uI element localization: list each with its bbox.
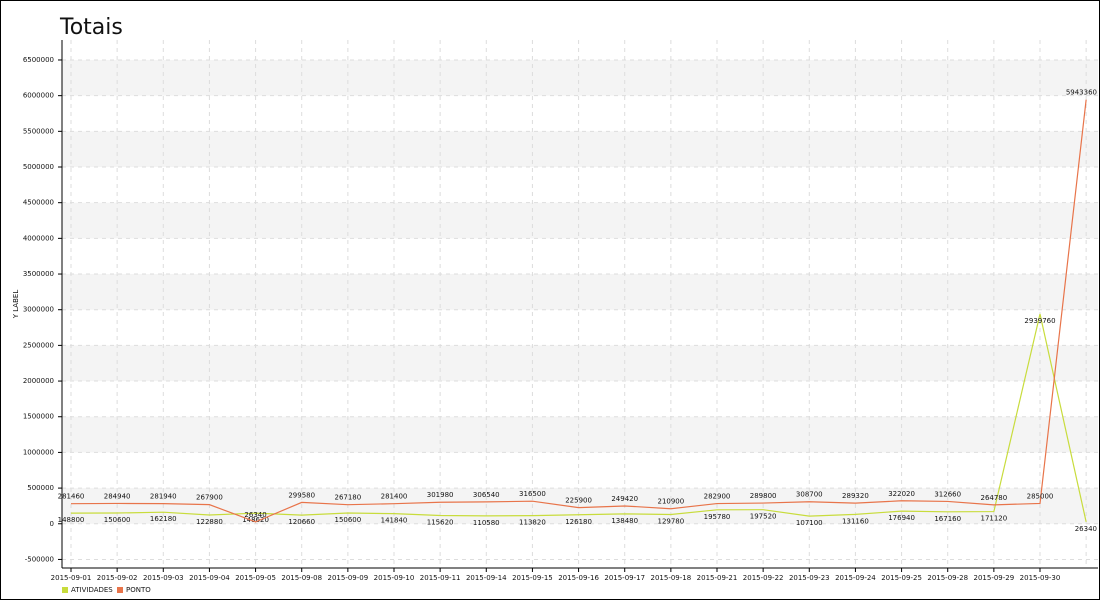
legend-label: PONTO	[126, 586, 151, 594]
y-tick-label: 3500000	[23, 270, 54, 278]
chart-title: Totais	[59, 15, 123, 40]
y-tick-label: 3000000	[23, 306, 54, 314]
data-label: 210900	[657, 498, 684, 506]
x-tick-label: 2015-09-29	[974, 574, 1015, 582]
data-label: 306540	[473, 491, 500, 499]
y-tick-label: 2000000	[23, 377, 54, 385]
legend-label: ATIVIDADES	[71, 586, 113, 594]
data-label: 316500	[519, 490, 546, 498]
x-tick-label: 2015-09-16	[558, 574, 599, 582]
data-label: 308700	[796, 491, 823, 499]
data-label: 162180	[150, 515, 177, 523]
x-tick-label: 2015-09-17	[604, 574, 645, 582]
y-tick-label: 5000000	[23, 163, 54, 171]
data-label: 195780	[704, 513, 731, 521]
data-label: 141840	[381, 517, 408, 525]
data-label: 148800	[58, 516, 85, 524]
data-label: 281460	[58, 493, 85, 501]
data-label: 171120	[980, 515, 1007, 523]
y-tick-label: 1000000	[23, 448, 54, 456]
data-label: 282900	[704, 493, 731, 501]
x-tick-label: 2015-09-03	[143, 574, 184, 582]
x-tick-label: 2015-09-15	[512, 574, 553, 582]
data-label: 322020	[888, 490, 915, 498]
y-axis-label: Y LABEL	[12, 290, 20, 320]
data-label: 150600	[334, 516, 361, 524]
data-label: 107100	[796, 519, 823, 527]
x-tick-label: 2015-09-10	[374, 574, 415, 582]
data-label: 110580	[473, 519, 500, 527]
y-tick-label: 0	[50, 520, 54, 528]
x-tick-label: 2015-09-09	[328, 574, 369, 582]
data-label: 113820	[519, 519, 546, 527]
data-label: 197520	[750, 513, 777, 521]
y-tick-label: 5500000	[23, 127, 54, 135]
x-tick-label: 2015-09-21	[697, 574, 738, 582]
data-label: 120660	[288, 518, 315, 526]
grid-band	[62, 345, 1098, 382]
data-label: 26340	[1075, 525, 1097, 533]
grid-band	[62, 488, 1098, 524]
data-label: 126180	[565, 518, 592, 526]
x-tick-label: 2015-09-25	[881, 574, 922, 582]
data-label: 281400	[381, 493, 408, 501]
y-tick-label: 6000000	[23, 92, 54, 100]
series-line	[70, 99, 1087, 523]
data-label: 281940	[150, 493, 177, 501]
data-label: 264780	[980, 494, 1007, 502]
data-label: 115620	[427, 519, 454, 527]
x-tick-label: 2015-09-28	[927, 574, 968, 582]
data-label: 2939760	[1024, 317, 1055, 325]
x-tick-label: 2015-09-08	[281, 574, 322, 582]
data-label: 5943360	[1066, 89, 1097, 97]
x-tick-label: 2015-09-22	[743, 574, 784, 582]
data-label: 301980	[427, 491, 454, 499]
y-tick-label: -500000	[25, 555, 54, 563]
data-label: 225900	[565, 497, 592, 505]
data-label: 285000	[1027, 492, 1054, 500]
y-tick-label: 2500000	[23, 341, 54, 349]
data-label: 289800	[750, 492, 777, 500]
x-tick-label: 2015-09-24	[835, 574, 876, 582]
data-label: 176940	[888, 514, 915, 522]
data-label: 138480	[611, 517, 638, 525]
y-tick-label: 6500000	[23, 56, 54, 64]
data-label: 131160	[842, 517, 869, 525]
data-label: 249420	[611, 495, 638, 503]
grid-band	[62, 202, 1098, 239]
data-label: 26340	[244, 511, 266, 519]
data-label: 267180	[334, 494, 361, 502]
y-tick-label: 500000	[27, 484, 54, 492]
x-tick-label: 2015-09-14	[466, 574, 507, 582]
data-label: 167160	[934, 515, 961, 523]
y-tick-label: 4000000	[23, 234, 54, 242]
data-label: 267900	[196, 494, 223, 502]
y-tick-label: 1500000	[23, 413, 54, 421]
data-label: 312660	[934, 490, 961, 498]
grid-band	[62, 59, 1098, 96]
x-tick-label: 2015-09-02	[97, 574, 138, 582]
data-label: 150600	[104, 516, 131, 524]
x-tick-label: 2015-09-30	[1020, 574, 1061, 582]
y-tick-label: 4500000	[23, 199, 54, 207]
grid-band	[62, 274, 1098, 310]
data-label: 284940	[104, 492, 131, 500]
x-tick-label: 2015-09-04	[189, 574, 230, 582]
x-tick-label: 2015-09-11	[420, 574, 461, 582]
x-tick-label: 2015-09-05	[235, 574, 276, 582]
x-tick-label: 2015-09-18	[651, 574, 692, 582]
data-label: 148620	[242, 516, 269, 524]
data-label: 129780	[657, 518, 684, 526]
legend-swatch	[117, 587, 123, 593]
data-label: 299580	[288, 491, 315, 499]
legend-swatch	[62, 587, 68, 593]
grid-band	[62, 131, 1098, 168]
x-tick-label: 2015-09-01	[51, 574, 92, 582]
grid-band	[62, 416, 1098, 453]
data-label: 289320	[842, 492, 869, 500]
series-line	[70, 313, 1087, 523]
x-tick-label: 2015-09-23	[789, 574, 830, 582]
data-label: 122880	[196, 518, 223, 526]
